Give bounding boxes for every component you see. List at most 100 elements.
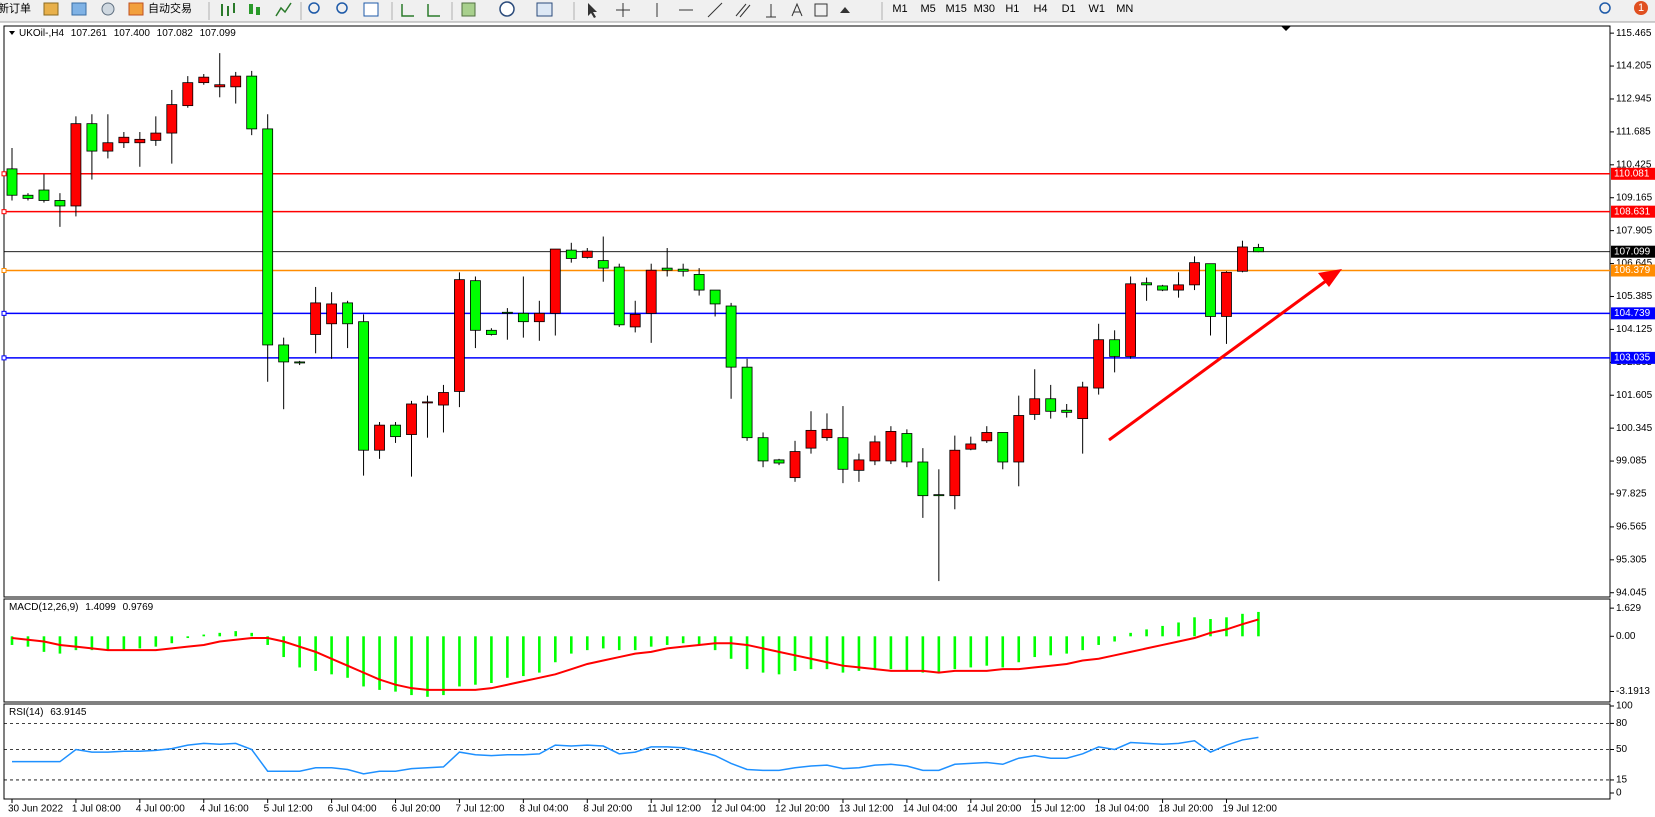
candle-body (1253, 247, 1264, 253)
icon[interactable] (101, 2, 115, 16)
notification-badge[interactable] (1634, 1, 1648, 15)
x-tick-label: 18 Jul 20:00 (1159, 804, 1214, 815)
timeframe-button[interactable]: M30 (974, 3, 995, 15)
rsi-value: 63.9145 (50, 707, 87, 718)
auto-trading-button[interactable]: 自动交易 (148, 1, 192, 15)
text-tool[interactable] (791, 2, 803, 17)
macd-bar (442, 636, 445, 696)
fibo-tool[interactable] (766, 4, 776, 18)
candle-body (677, 268, 689, 272)
candle-body (933, 494, 945, 497)
timeframe-button[interactable]: D1 (1062, 3, 1076, 15)
level-label-bg (1611, 351, 1655, 364)
candle-body (1061, 409, 1073, 413)
candle-body (214, 84, 226, 88)
periods-icon[interactable] (499, 1, 515, 17)
x-tick-label: 13 Jul 12:00 (839, 804, 894, 815)
y-tick-label: 105.385 (1616, 291, 1653, 302)
new-order-button[interactable]: 新订单 (0, 1, 31, 15)
timeframe-button[interactable]: H1 (1005, 3, 1019, 15)
candle-body (773, 459, 785, 464)
annotation-arrow (1108, 276, 1331, 442)
icon[interactable] (427, 4, 440, 17)
icon[interactable] (221, 3, 235, 16)
macd-bar (745, 636, 749, 670)
indicators-icon[interactable] (461, 2, 476, 17)
zoom-in[interactable] (308, 2, 320, 14)
candle-body (645, 269, 657, 314)
macd-header: MACD(12,26,9) 1.4099 0.9769 (9, 602, 154, 613)
candle-body (997, 432, 1009, 463)
candle-body (1173, 284, 1184, 291)
icon[interactable] (249, 4, 253, 14)
timeframe-button[interactable]: M15 (945, 3, 966, 15)
macd-bar (90, 636, 94, 651)
zoom-out[interactable] (336, 2, 348, 14)
candle-body (262, 128, 274, 346)
y-tick-label: 115.465 (1616, 28, 1652, 39)
icon[interactable] (401, 4, 414, 17)
notification-count[interactable]: 1 (1638, 2, 1644, 14)
icon[interactable] (43, 2, 59, 16)
macd-bar (378, 636, 381, 690)
auto-trading-icon[interactable] (128, 2, 144, 16)
macd-bar (362, 636, 365, 687)
level-marker (1, 209, 7, 215)
x-tick-label: 18 Jul 04:00 (1095, 804, 1150, 815)
macd-bar (202, 634, 206, 637)
macd-bar (921, 636, 925, 673)
macd-bar (617, 636, 621, 651)
candle-body (166, 104, 178, 134)
label-tool[interactable] (814, 3, 828, 17)
timeframe-button[interactable]: H4 (1033, 3, 1047, 15)
chart-header: UKOil-,H4 107.261 107.400 107.082 107.09… (19, 28, 236, 39)
cursor-tool[interactable] (588, 3, 597, 18)
timeframe-button[interactable]: MN (1116, 3, 1133, 15)
macd-bar (889, 636, 893, 670)
candle-body (853, 459, 865, 471)
candle-body (629, 313, 641, 328)
candle-body (294, 361, 306, 364)
trendline-tool[interactable] (707, 2, 723, 18)
close-value: 107.099 (200, 28, 237, 39)
search-icon[interactable] (1599, 2, 1611, 14)
crosshair-tool[interactable] (616, 3, 630, 17)
candle-body (118, 136, 130, 144)
y-tick-label: 112.945 (1616, 94, 1652, 105)
timeframe-button[interactable]: W1 (1088, 3, 1105, 15)
high-value: 107.400 (114, 28, 151, 39)
macd-bar (1001, 636, 1005, 668)
icon[interactable] (256, 7, 260, 15)
timeframe-button[interactable]: M5 (920, 3, 935, 15)
timeframe-button[interactable]: M1 (892, 3, 907, 15)
icon[interactable] (71, 2, 87, 16)
icon[interactable] (275, 2, 292, 17)
candle-body (470, 280, 481, 331)
x-tick-label: 8 Jul 20:00 (583, 804, 632, 815)
macd-bar (234, 631, 238, 637)
candle-body (517, 312, 529, 323)
header-triangle (9, 31, 15, 35)
candle-body (134, 138, 146, 144)
templates-icon[interactable] (536, 2, 553, 17)
y-tick-label: 104.125 (1616, 324, 1653, 335)
macd-bar (585, 636, 589, 651)
candle-body (86, 123, 98, 152)
macd-bar (793, 636, 797, 671)
y-tick-label: 15 (1616, 775, 1628, 786)
y-tick-label: 100 (1616, 701, 1633, 712)
macd-bar (969, 636, 973, 668)
macd-panel (3, 598, 1611, 703)
shapes-tool[interactable] (840, 7, 850, 13)
tile-windows[interactable] (363, 2, 379, 17)
macd-bar (1257, 611, 1260, 637)
channel-tool[interactable] (735, 3, 751, 18)
candle-body (597, 260, 609, 269)
macd-bar (522, 636, 525, 677)
candle-body (198, 76, 210, 84)
y-tick-label: 114.205 (1616, 61, 1652, 72)
signal-line (11, 618, 1259, 691)
level-label: 110.081 (1614, 168, 1650, 179)
y-tick-label: 99.085 (1616, 456, 1647, 467)
